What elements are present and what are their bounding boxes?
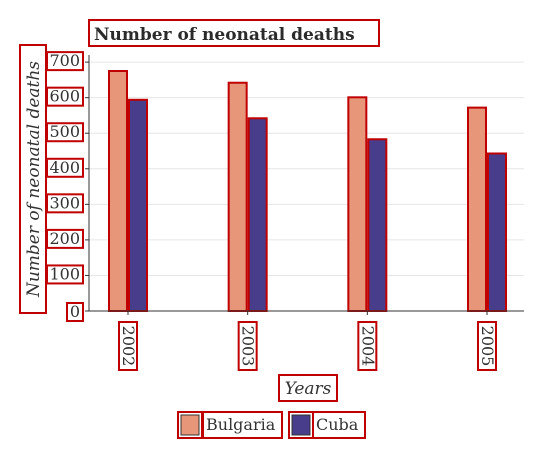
y-tick-label: 200 (49, 229, 80, 248)
x-axis-ticks: 2002 2003 2004 2005 (118, 311, 497, 371)
y-tick-label: 300 (49, 193, 80, 212)
bar-cuba-2004 (367, 138, 388, 312)
x-tick-box (118, 321, 138, 371)
chart-title: Number of neonatal deaths (94, 25, 355, 45)
legend-swatch-cuba (291, 414, 311, 436)
y-tick-label: 100 (49, 264, 80, 283)
x-tick-label: 2002 (119, 326, 138, 367)
grid (89, 61, 524, 312)
bar-bulgaria-2005 (467, 106, 487, 312)
bar-cuba-2005 (487, 152, 507, 312)
y-tick-label: 700 (49, 51, 80, 70)
x-tick-label: 2004 (358, 326, 377, 367)
x-tick-label: 2005 (478, 326, 497, 367)
x-tick-box (357, 321, 378, 371)
bar-cuba-2002 (128, 98, 148, 312)
bar-cuba-2003 (247, 117, 268, 312)
y-tick-label: 0 (70, 302, 80, 321)
y-tick-label: 600 (49, 87, 80, 106)
x-tick-box (477, 321, 497, 371)
axes (88, 55, 524, 312)
y-tick-box (66, 302, 84, 322)
legend: Bulgaria Cuba (177, 411, 366, 439)
x-axis-label-group: Years (278, 374, 338, 402)
bar-bulgaria-2003 (227, 81, 248, 312)
y-tick-label: 500 (49, 122, 80, 141)
y-axis-label-group: Number of neonatal deaths (19, 44, 47, 314)
bar-bulgaria-2004 (347, 96, 368, 312)
legend-label-box (202, 411, 283, 439)
bar-bulgaria-2002 (108, 70, 128, 312)
x-tick-box (237, 321, 258, 371)
legend-label-box (312, 411, 366, 439)
y-axis-ticks: 0 100 200 300 400 500 600 700 (46, 51, 89, 322)
y-tick-label: 400 (49, 158, 80, 177)
legend-swatch-bulgaria (180, 414, 200, 436)
legend-label-bulgaria: Bulgaria (206, 415, 276, 434)
y-axis-label: Number of neonatal deaths (24, 61, 44, 298)
x-tick-label: 2003 (239, 326, 258, 367)
title-group: Number of neonatal deaths (88, 19, 380, 47)
bars (108, 70, 507, 312)
legend-label-cuba: Cuba (316, 415, 359, 434)
x-axis-label: Years (285, 379, 332, 399)
